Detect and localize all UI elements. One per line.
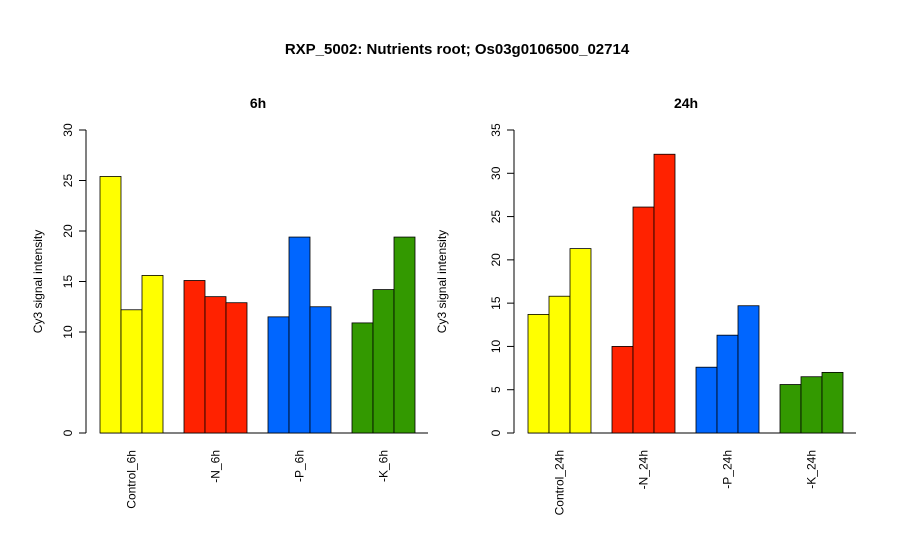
bar (351, 322, 374, 434)
chart-panel-1: 24h 0 5 10 15 20 25 30 35 Cy3 signal intensity Con… (435, 95, 856, 515)
y-axis-label: Cy3 signal intensity (31, 230, 45, 333)
bar (372, 289, 395, 434)
y-tick-label: 0 (61, 429, 75, 436)
bar (204, 296, 227, 434)
y-tick-label: 30 (61, 123, 75, 137)
category-label: -P_6h (293, 450, 307, 482)
bar (548, 295, 571, 434)
y-tick-label: 0 (489, 429, 503, 436)
bar (569, 248, 592, 434)
y-tick-label: 30 (489, 166, 503, 180)
category-label: -K_24h (805, 450, 819, 489)
bar (225, 302, 248, 434)
figure-title: RXP_5002: Nutrients root; Os03g0106500_0… (285, 41, 630, 58)
y-tick-label: 10 (489, 339, 503, 353)
y-tick-label: 25 (61, 174, 75, 188)
bar (737, 305, 760, 434)
bar (653, 153, 676, 434)
bar (183, 280, 206, 434)
y-tick-label: 10 (61, 325, 75, 339)
bar (141, 275, 164, 434)
y-tick-label: 20 (61, 224, 75, 238)
bar (779, 384, 802, 434)
bar (695, 366, 718, 434)
bar (120, 309, 143, 434)
y-tick-label: 5 (489, 386, 503, 393)
y-tick-label: 15 (61, 275, 75, 289)
bar (309, 306, 332, 434)
y-axis-label: Cy3 signal intensity (435, 230, 449, 333)
category-label: -K_6h (377, 450, 391, 482)
bar (821, 371, 844, 434)
chart-panel-0: 6h 0 10 15 20 25 30 Cy3 signal intensity Control… (31, 95, 428, 509)
bar (267, 316, 290, 434)
category-label: -P_24h (721, 450, 735, 489)
y-tick-label: 20 (489, 253, 503, 267)
bar (800, 376, 823, 434)
bar (611, 346, 634, 434)
y-tick-label: 15 (489, 296, 503, 310)
bar (393, 236, 416, 434)
y-tick-label: 25 (489, 210, 503, 224)
bar (632, 206, 655, 434)
category-label: -N_6h (209, 450, 223, 483)
category-label: Control_24h (553, 450, 567, 515)
category-label: Control_6h (125, 450, 139, 509)
panel-title: 6h (250, 95, 266, 111)
bar (527, 313, 550, 434)
bar (99, 176, 122, 434)
panel-title: 24h (674, 95, 698, 111)
bar (288, 236, 311, 434)
category-label: -N_24h (637, 450, 651, 489)
bar (716, 334, 739, 434)
y-tick-label: 35 (489, 123, 503, 137)
